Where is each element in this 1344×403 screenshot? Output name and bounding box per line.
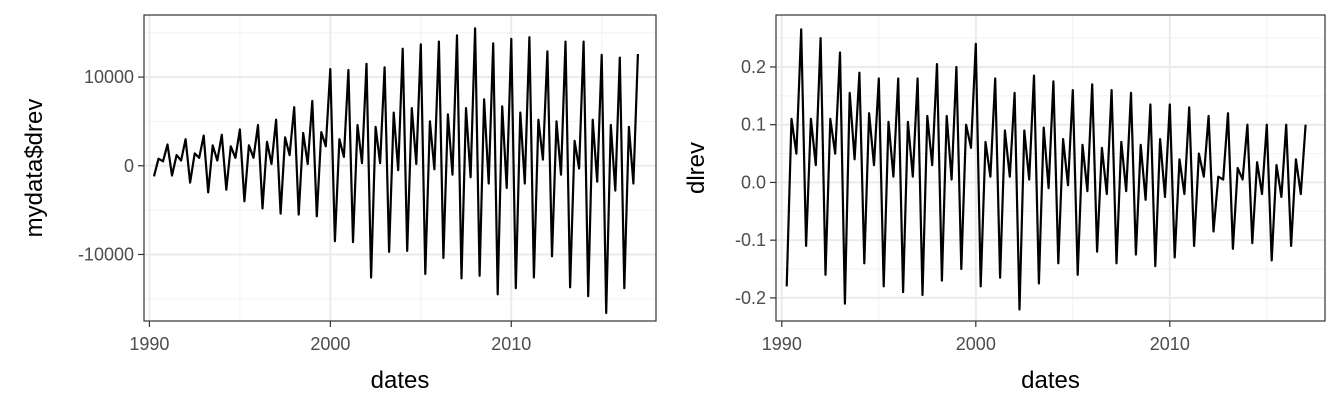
right-x-tick-label: 2000 [956, 334, 996, 354]
left-y-tick-label: 10000 [84, 67, 134, 87]
right-series-layer [785, 28, 1307, 311]
left-x-tick-label: 2000 [310, 334, 350, 354]
right-series-line [785, 28, 1307, 311]
left-y-tick-label: 0 [124, 156, 134, 176]
right-ticks: 1990 2000 2010 -0.2 -0.1 0.0 0.1 0.2 [735, 57, 1190, 354]
right-y-tick-label: 0.2 [741, 57, 766, 77]
left-series-layer [152, 27, 639, 315]
right-y-axis-title: dlrev [683, 142, 710, 194]
right-x-axis-title: dates [1021, 367, 1080, 394]
right-y-tick-label: -0.1 [735, 230, 766, 250]
right-x-tick-label: 1990 [762, 334, 802, 354]
left-plot-border [143, 14, 657, 322]
right-y-tick-label: 0.0 [741, 172, 766, 192]
right-y-tick-label: 0.1 [741, 115, 766, 135]
right-x-tick-label: 2010 [1150, 334, 1190, 354]
left-x-axis-title: dates [371, 367, 430, 394]
right-panel: 1990 2000 2010 -0.2 -0.1 0.0 0.1 0.2 dates dlre… [683, 14, 1326, 394]
right-plot-border [775, 14, 1326, 322]
left-x-tick-label: 1990 [129, 334, 169, 354]
left-ticks: 1990 2000 2010 -10000 0 10000 [78, 67, 531, 354]
left-y-tick-label: -10000 [78, 244, 134, 264]
left-panel: 1990 2000 2010 -10000 0 10000 dates mydata$dr… [21, 14, 657, 394]
right-y-tick-label: -0.2 [735, 288, 766, 308]
left-y-axis-title: mydata$drev [21, 99, 48, 238]
left-series-line [152, 27, 639, 315]
left-x-tick-label: 2010 [491, 334, 531, 354]
